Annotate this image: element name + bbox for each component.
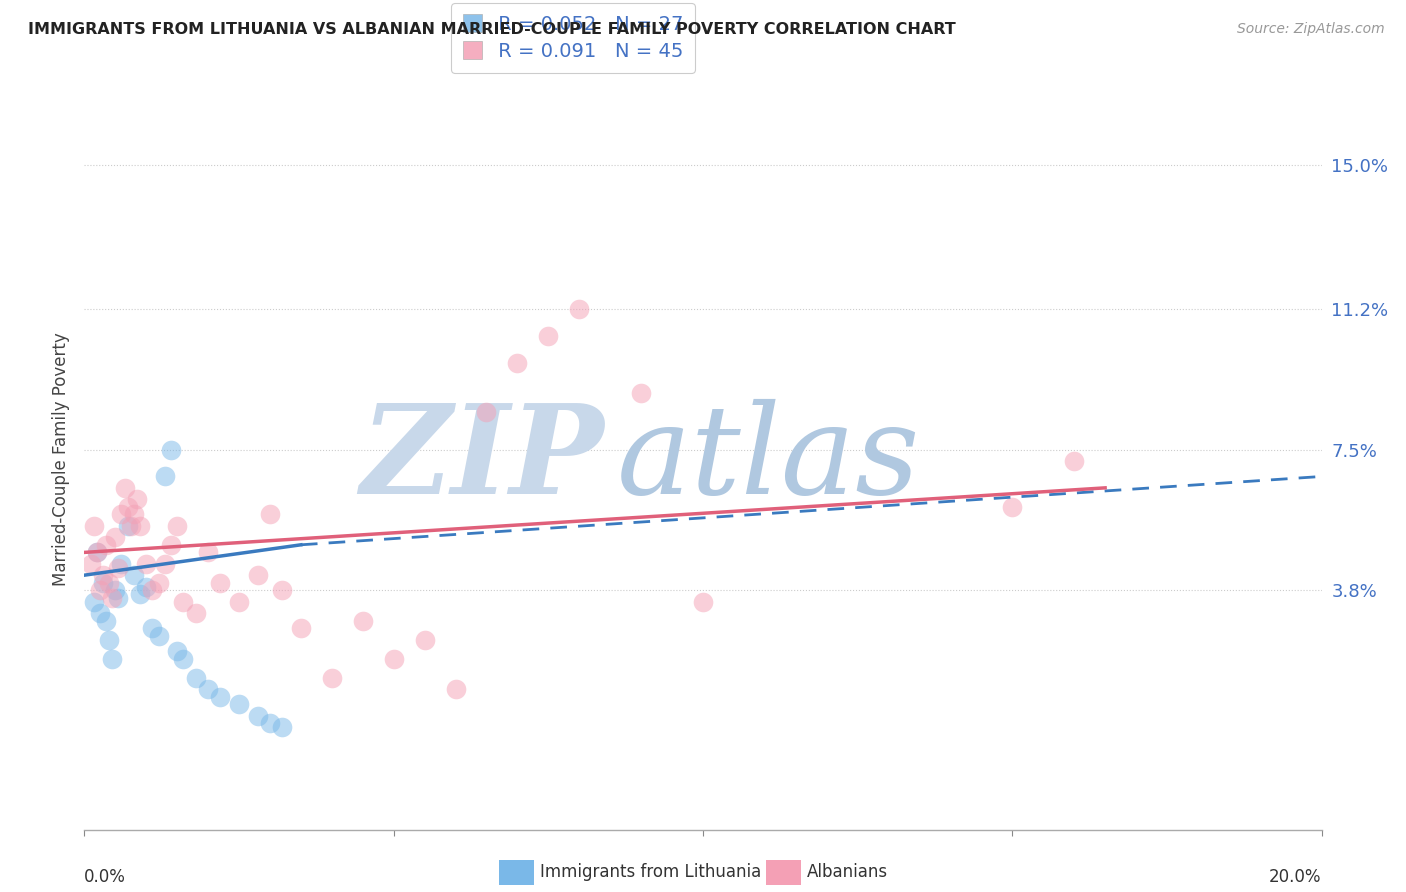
Point [101,591,124,605]
Point [1001,500,1024,514]
Point [148,575,170,590]
Point [321,671,343,685]
Point [153,469,176,483]
Point [148,629,170,643]
Point [444,682,467,697]
Point [117,500,139,514]
Point [117,518,139,533]
Point [382,651,405,665]
Point [271,583,294,598]
Point [160,442,183,457]
Point [122,568,145,582]
Point [184,671,207,685]
Point [209,575,232,590]
Point [259,716,281,731]
Point [98,632,121,647]
Point [83,518,105,533]
Point [184,606,207,620]
Point [166,644,188,658]
Y-axis label: Married-Couple Family Poverty: Married-Couple Family Poverty [52,333,70,586]
Point [89,606,111,620]
Point [259,508,281,522]
Point [290,621,312,635]
Point [271,720,294,734]
Point [91,568,114,582]
Point [141,583,163,598]
Point [166,518,188,533]
Point [86,545,108,559]
Point [197,545,219,559]
Point [101,651,124,665]
Point [172,595,194,609]
Point [135,557,157,571]
Point [104,530,127,544]
Point [352,614,374,628]
Point [228,698,250,712]
Point [94,538,117,552]
Point [246,568,269,582]
Point [246,708,269,723]
Point [114,481,136,495]
Point [228,595,250,609]
Point [141,621,163,635]
Point [86,545,108,559]
Point [122,508,145,522]
Text: atlas: atlas [616,399,920,520]
Point [209,690,232,704]
Point [475,405,498,419]
Point [568,302,591,317]
Point [197,682,219,697]
Legend:  R = 0.052   N = 27,  R = 0.091   N = 45: R = 0.052 N = 27, R = 0.091 N = 45 [451,3,695,72]
Point [98,575,121,590]
Point [692,595,714,609]
Text: 20.0%: 20.0% [1270,869,1322,887]
Point [83,595,105,609]
Point [413,632,436,647]
Text: ZIP: ZIP [360,399,605,520]
Point [537,329,560,343]
Point [120,518,142,533]
Point [160,538,183,552]
Text: Source: ZipAtlas.com: Source: ZipAtlas.com [1237,22,1385,37]
Text: 0.0%: 0.0% [84,869,127,887]
Point [104,583,127,598]
Point [91,575,114,590]
Point [129,587,152,601]
Text: Albanians: Albanians [807,863,889,881]
Point [125,492,148,507]
Text: Immigrants from Lithuania: Immigrants from Lithuania [540,863,761,881]
Point [1063,454,1085,468]
Point [506,355,529,369]
Point [107,560,129,574]
Point [107,591,129,605]
Point [110,557,132,571]
Point [153,557,176,571]
Point [630,386,652,401]
Point [89,583,111,598]
Point [79,557,101,571]
Point [129,518,152,533]
Text: IMMIGRANTS FROM LITHUANIA VS ALBANIAN MARRIED-COUPLE FAMILY POVERTY CORRELATION : IMMIGRANTS FROM LITHUANIA VS ALBANIAN MA… [28,22,956,37]
Point [135,580,157,594]
Point [172,651,194,665]
Point [110,508,132,522]
Point [94,614,117,628]
